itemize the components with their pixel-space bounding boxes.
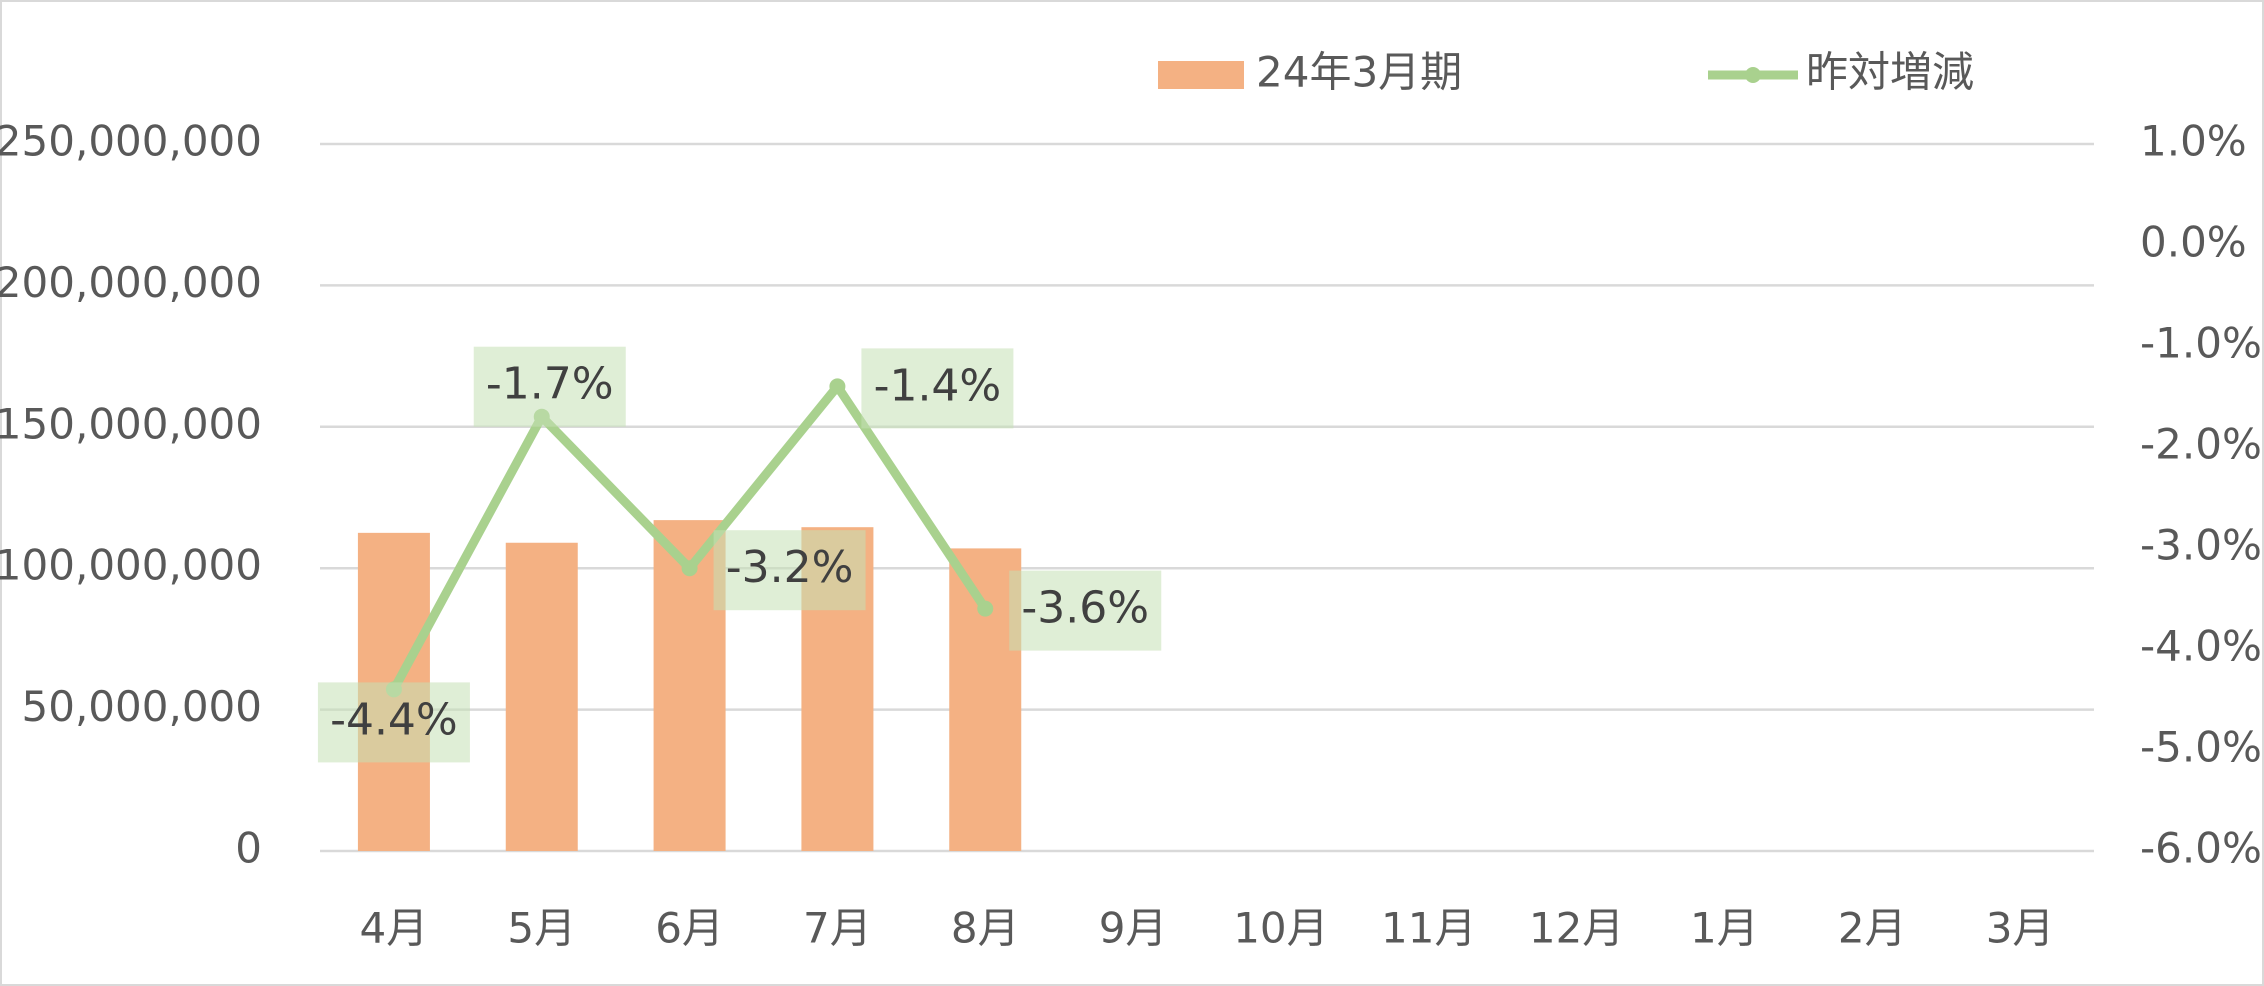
- y2-tick-label: -4.0%: [2140, 622, 2262, 671]
- x-tick-label: 1月: [1690, 904, 1759, 953]
- y2-tick-label: -5.0%: [2140, 723, 2262, 772]
- x-tick-label: 7月: [803, 904, 872, 953]
- legend-swatch: [1158, 61, 1244, 89]
- y-tick-label: 0: [235, 824, 262, 873]
- y2-tick-label: 0.0%: [2140, 218, 2247, 267]
- y2-tick-label: 1.0%: [2140, 117, 2247, 166]
- x-tick-label: 4月: [360, 904, 429, 953]
- data-label-box: [861, 348, 1014, 429]
- y-tick-label: 150,000,000: [0, 399, 262, 448]
- data-label-box: [1009, 570, 1162, 651]
- data-label-box: [473, 346, 626, 427]
- x-tick-label: 6月: [655, 904, 724, 953]
- x-tick-label: 11月: [1381, 904, 1476, 953]
- y-tick-label: 200,000,000: [0, 258, 262, 307]
- data-label: -3.2%: [726, 542, 854, 593]
- x-tick-label: 12月: [1529, 904, 1624, 953]
- legend-label: 24年3月期: [1256, 48, 1462, 97]
- line-point: [977, 600, 994, 617]
- x-tick-label: 10月: [1233, 904, 1328, 953]
- y2-tick-label: -1.0%: [2140, 319, 2262, 368]
- x-tick-label: 2月: [1838, 904, 1907, 953]
- data-label: -4.4%: [330, 694, 458, 745]
- data-label: -3.6%: [1021, 583, 1149, 634]
- legend-label: 昨対増減: [1806, 48, 1974, 97]
- y2-tick-label: -3.0%: [2140, 521, 2262, 570]
- x-tick-label: 5月: [507, 904, 576, 953]
- bar: [505, 542, 578, 851]
- legend-swatch-point: [1745, 67, 1761, 83]
- y2-tick-label: -2.0%: [2140, 420, 2262, 469]
- data-label: -1.4%: [874, 360, 1002, 411]
- data-label-box: [317, 682, 470, 763]
- data-label: -1.7%: [486, 359, 614, 410]
- line-point: [681, 560, 698, 577]
- x-tick-label: 3月: [1986, 904, 2055, 953]
- y-tick-label: 250,000,000: [0, 117, 262, 166]
- data-label-box: [713, 530, 866, 611]
- y-tick-label: 50,000,000: [22, 682, 262, 731]
- x-tick-label: 9月: [1099, 904, 1168, 953]
- x-tick-label: 8月: [951, 904, 1020, 953]
- line-point: [829, 378, 846, 395]
- y-tick-label: 100,000,000: [0, 541, 262, 590]
- y2-tick-label: -6.0%: [2140, 824, 2262, 873]
